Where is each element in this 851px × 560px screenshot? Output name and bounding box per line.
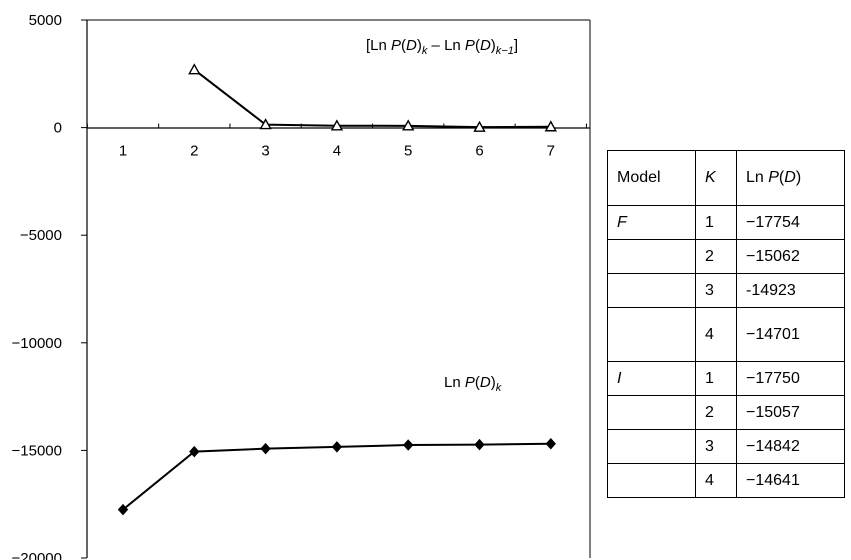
diamond-marker [474,438,485,451]
cell-model [607,307,696,362]
cell-model [607,463,696,498]
x-tick-label: 6 [475,143,483,160]
cell-lnp: −14641 [736,463,845,498]
series-label-lnp: Ln P(D)k [444,374,502,394]
cell-k: 2 [695,239,737,274]
lnp-table: Model K Ln P(D) F 1 −17754 2 −15062 3 -1… [607,150,845,498]
series-line-1 [193,68,551,129]
cell-model: F [607,205,696,240]
triangle-marker [330,119,344,131]
cell-lnp: −15057 [736,395,845,430]
x-tick-label: 7 [547,143,555,160]
diamond-marker [260,442,271,455]
table-row: I 1 −17750 [607,361,845,396]
header-lnp: Ln P(D) [736,150,845,206]
cell-lnp: −14842 [736,429,845,464]
cell-lnp: −17754 [736,205,845,240]
header-model: Model [607,150,696,206]
table-row: 2 −15062 [607,239,845,274]
cell-lnp: −17750 [736,361,845,396]
table-row: 3 −14842 [607,429,845,464]
cell-k: 4 [695,463,737,498]
triangle-marker [259,118,272,130]
cell-k: 3 [695,429,737,464]
cell-model [607,273,696,308]
header-k: K [695,150,737,206]
chart: 5000 0 −5000 −10000 −15000 −20000 1 2 3 4 5 6 7 [Ln… [12,12,591,560]
x-tick-label: 5 [404,143,412,160]
triangle-marker [544,120,557,132]
cell-k: 3 [695,273,737,308]
x-tick-label: 4 [333,143,341,160]
cell-lnp: −15062 [736,239,845,274]
table-row: 4 −14701 [607,307,845,362]
y-tick-label: −15000 [12,442,62,459]
cell-lnp: −14701 [736,307,845,362]
table-row: 2 −15057 [607,395,845,430]
cell-k: 2 [695,395,737,430]
cell-model [607,429,696,464]
diamond-marker [189,445,200,458]
cell-lnp: -14923 [736,273,845,308]
triangle-marker [402,119,415,131]
cell-model [607,395,696,430]
cell-model: I [607,361,696,396]
triangle-marker [188,63,201,75]
y-tick-label: −10000 [12,335,62,352]
diamond-marker [331,441,343,453]
series-line-2 [122,442,551,511]
y-tick-label: 0 [54,120,62,137]
cell-k: 1 [695,205,737,240]
table-row: F 1 −17754 [607,205,845,240]
x-tick-label: 3 [261,143,269,160]
cell-model [607,239,696,274]
x-tick-label: 2 [190,143,198,160]
diamond-marker [545,438,556,450]
cell-k: 4 [695,307,737,362]
table-header-row: Model K Ln P(D) [607,150,845,206]
diamond-marker [403,439,414,451]
table-row: 4 −14641 [607,463,845,498]
y-tick-label: −5000 [20,227,62,244]
cell-k: 1 [695,361,737,396]
diamond-marker [117,503,129,516]
triangle-marker [473,120,486,132]
x-tick-label: 1 [119,143,127,160]
y-tick-label: 5000 [29,12,62,29]
y-tick-label: −20000 [12,550,62,560]
series-label-diff: [Ln P(D)k – Ln P(D)k−1] [366,37,518,57]
table-row: 3 -14923 [607,273,845,308]
